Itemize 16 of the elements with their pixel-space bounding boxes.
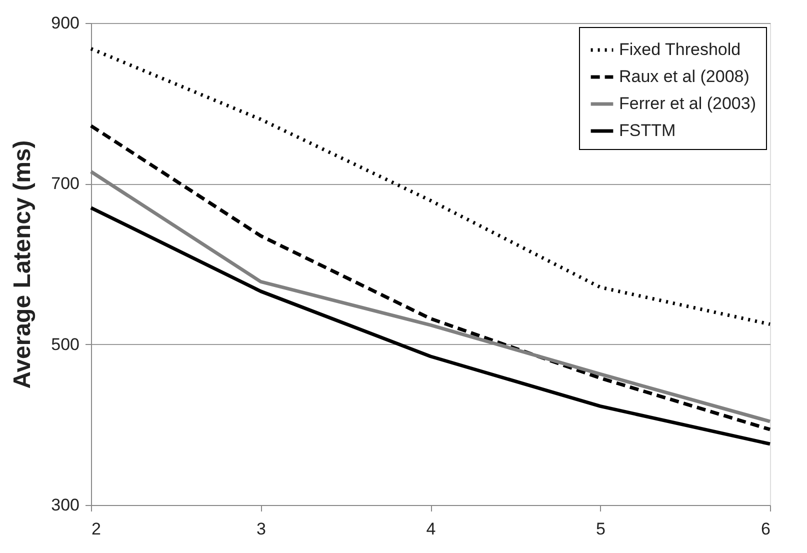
line-series [89, 206, 772, 446]
x-tick-label: 4 [426, 520, 436, 538]
y-axis-title: Average Latency (ms) [9, 140, 36, 389]
x-tick-label: 2 [92, 520, 101, 538]
y-tick-label: 700 [51, 174, 80, 194]
x-tick-label: 6 [761, 520, 770, 538]
legend-label: Fixed Threshold [619, 40, 741, 59]
legend-label: Ferrer et al (2003) [619, 94, 756, 113]
legend-label: FSTTM [619, 121, 676, 140]
y-tick-label: 900 [51, 14, 80, 32]
legend-label: Raux et al (2008) [619, 67, 750, 86]
y-tick-label: 500 [51, 334, 80, 354]
x-tick-label: 3 [256, 520, 266, 538]
x-tick-label: 5 [596, 520, 606, 538]
line-series [89, 124, 772, 432]
y-tick-label: 300 [51, 496, 80, 514]
